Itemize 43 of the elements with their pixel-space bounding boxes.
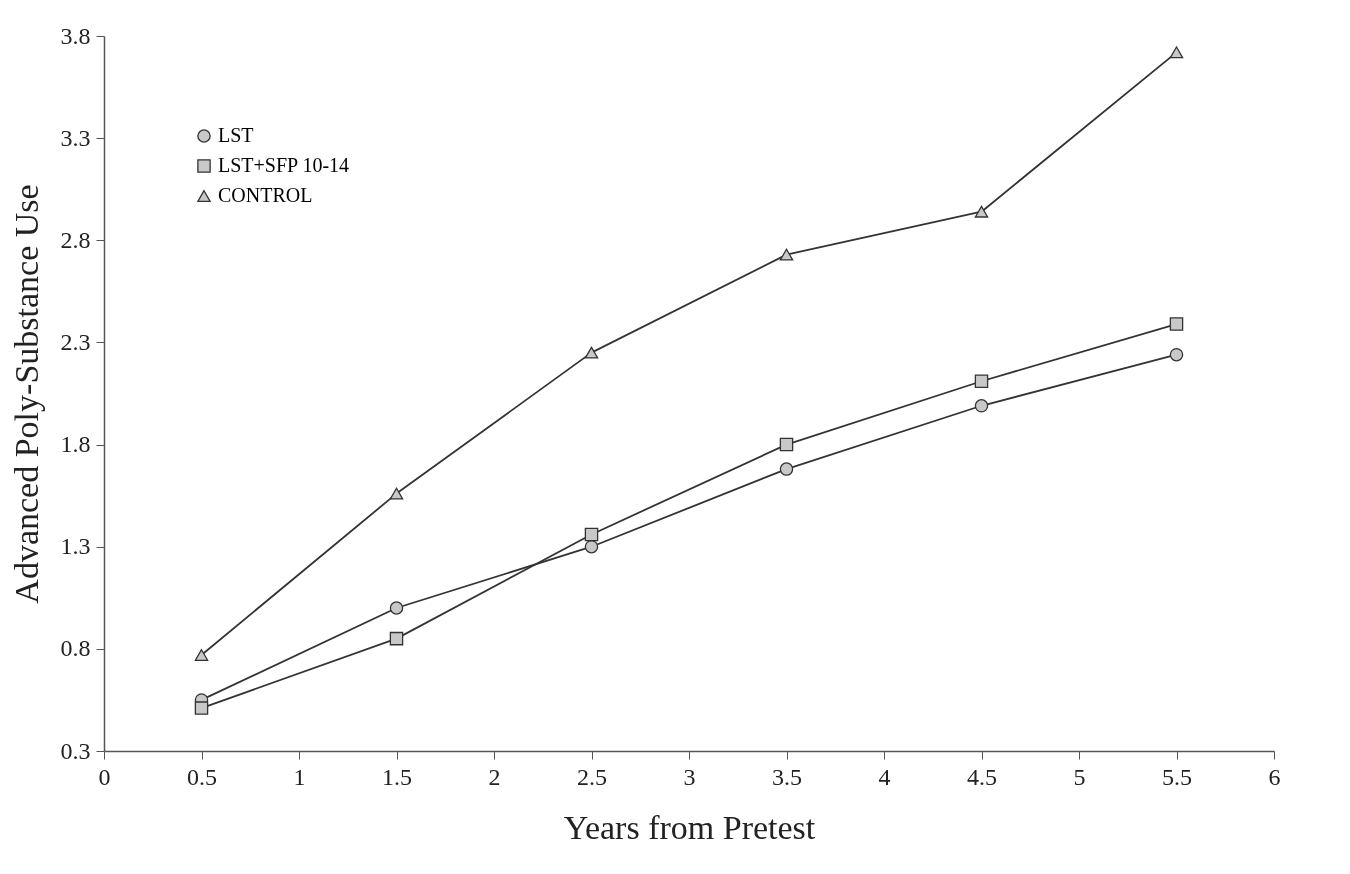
- point: [974, 205, 989, 218]
- point: [1169, 317, 1184, 331]
- x-tick-label: 1.5: [382, 763, 412, 790]
- point: [779, 437, 794, 452]
- x-tick-label: 5: [1073, 763, 1086, 790]
- point: [584, 346, 599, 359]
- point: [194, 649, 209, 661]
- point: [974, 374, 989, 389]
- y-tick-label: 2.3: [60, 328, 91, 355]
- point: [1169, 46, 1184, 59]
- legend-label: LST: [218, 124, 254, 146]
- point: [1169, 347, 1184, 362]
- y-tick-label: 1.8: [60, 431, 91, 458]
- point: [194, 701, 209, 715]
- y-tick-label: 0.3: [60, 737, 91, 764]
- x-tick-label: 3.5: [772, 763, 802, 790]
- x-tick-label: 0.5: [187, 763, 217, 790]
- y-tick-label: 2.8: [60, 226, 91, 253]
- point: [584, 527, 599, 542]
- point: [389, 601, 404, 615]
- x-tick-label: 1: [293, 763, 306, 790]
- point: [779, 248, 794, 261]
- x-tick-label: 2: [488, 763, 501, 790]
- point: [389, 631, 404, 646]
- x-axis-title: Years from Pretest: [563, 808, 816, 846]
- point: [779, 462, 794, 476]
- point: [584, 539, 599, 554]
- point: [974, 399, 989, 413]
- legend-label: LST+SFP 10-14: [218, 154, 350, 176]
- x-tick-label: 6: [1268, 763, 1281, 790]
- x-tick-label: 2.5: [577, 763, 607, 790]
- point: [389, 487, 404, 500]
- x-tick-label: 4.5: [967, 763, 997, 790]
- legend-label: CONTROL: [218, 184, 313, 206]
- y-tick-label: 3.8: [60, 22, 91, 49]
- y-tick-label: 1.3: [60, 533, 91, 560]
- y-axis-title: Advanced Poly-Substance Use: [7, 184, 45, 604]
- y-tick-label: 0.8: [60, 635, 91, 662]
- x-tick-label: 3: [683, 763, 696, 790]
- x-tick-label: 5.5: [1162, 763, 1192, 790]
- x-tick-label: 4: [878, 763, 891, 790]
- x-tick-label: 0: [98, 763, 111, 790]
- y-tick-label: 3.3: [60, 124, 91, 151]
